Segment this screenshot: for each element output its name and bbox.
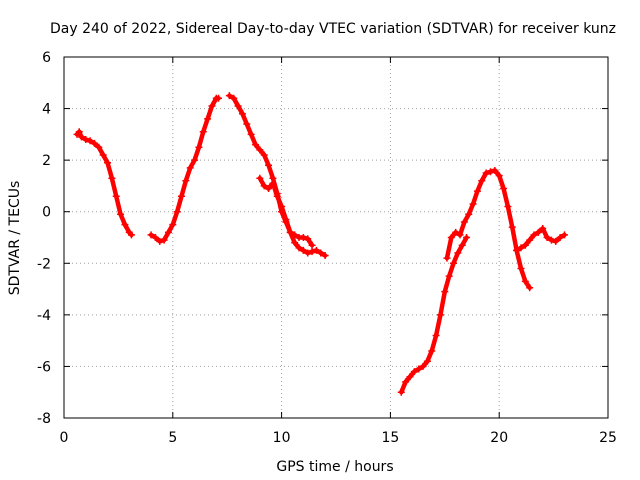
y-axis-label: SDTVAR / TECUs [7,181,23,296]
series-arc-4 [256,174,329,260]
data-point [526,284,534,292]
series-trace-segment [510,224,519,253]
chart-title: Day 240 of 2022, Sidereal Day-to-day VTE… [50,21,616,37]
x-tick-label: 0 [60,430,69,446]
series-trace-segment [438,289,448,318]
series-arc-3 [225,92,316,249]
data-point [321,252,329,260]
grid [64,57,608,418]
data-points [73,92,568,396]
axis-ticks: 0 5 10 15 20 25 -8 -6 -4 -2 0 2 4 6 [37,50,617,446]
x-tick-label: 20 [490,430,508,446]
data-point [463,234,471,241]
series-arc-2 [147,94,222,245]
data-point [127,231,135,239]
data-point [308,241,316,249]
series-arc-6 [443,166,534,292]
y-tick-label: -6 [37,359,51,375]
x-tick-label: 15 [381,430,399,446]
y-tick-label: -4 [37,308,51,324]
data-point [560,231,568,239]
y-tick-label: 4 [42,102,51,118]
series-arc-7 [513,224,568,254]
y-tick-label: 2 [42,153,51,169]
data-point [214,94,222,102]
plot-frame [63,56,609,419]
series-arc-1 [73,128,135,239]
x-tick-label: 5 [168,430,177,446]
y-tick-label: -2 [37,256,51,272]
series-arc-5 [397,234,471,396]
y-tick-label: 6 [42,50,51,66]
x-tick-label: 25 [599,430,617,446]
y-tick-label: -8 [37,411,51,427]
x-tick-label: 10 [273,430,291,446]
y-tick-label: 0 [42,205,51,221]
x-axis-label: GPS time / hours [276,459,393,475]
